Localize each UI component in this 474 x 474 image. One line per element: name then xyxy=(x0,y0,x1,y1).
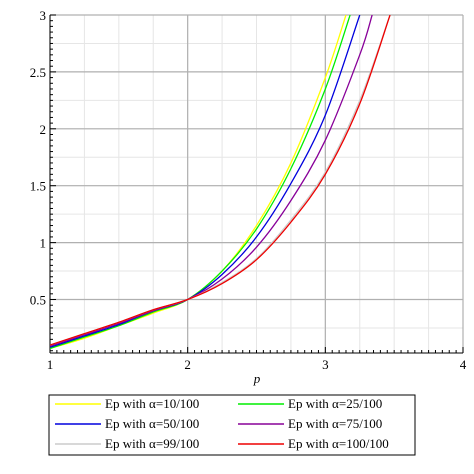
series-line-4 xyxy=(50,15,373,347)
x-tick-label: 1 xyxy=(47,357,54,372)
y-tick-label: 2.5 xyxy=(30,65,46,80)
series-line-1 xyxy=(50,15,347,350)
series-lines xyxy=(50,15,391,350)
series-line-2 xyxy=(50,15,351,350)
y-tick-label: 1.5 xyxy=(30,179,46,194)
legend: Ep with α=10/100 Ep with α=25/100 Ep with … xyxy=(48,394,416,456)
x-tick-label: 3 xyxy=(322,357,329,372)
legend-entry: Ep with α=50/100 xyxy=(105,416,199,431)
legend-entry: Ep with α=10/100 xyxy=(105,396,199,411)
y-tick-label: 0.5 xyxy=(30,293,46,308)
series-line-3 xyxy=(50,15,361,348)
x-axis-label: p xyxy=(253,371,261,386)
legend-entry: Ep with α=100/100 xyxy=(288,436,389,451)
legend-entry: Ep with α=25/100 xyxy=(288,396,382,411)
y-tick-label: 2 xyxy=(40,122,47,137)
x-tick-label: 2 xyxy=(184,357,191,372)
legend-entry: Ep with α=75/100 xyxy=(288,416,382,431)
series-line-6 xyxy=(50,15,391,346)
series-line-5 xyxy=(50,15,391,346)
tick-labels: 1 2 3 4 0.5 1 1.5 2 2.5 3 xyxy=(30,8,467,372)
y-tick-label: 1 xyxy=(40,236,47,251)
legend-entry: Ep with α=99/100 xyxy=(105,436,199,451)
legend-box xyxy=(48,394,416,456)
y-tick-label: 3 xyxy=(40,8,47,23)
grid xyxy=(49,14,464,353)
x-tick-label: 4 xyxy=(460,357,467,372)
